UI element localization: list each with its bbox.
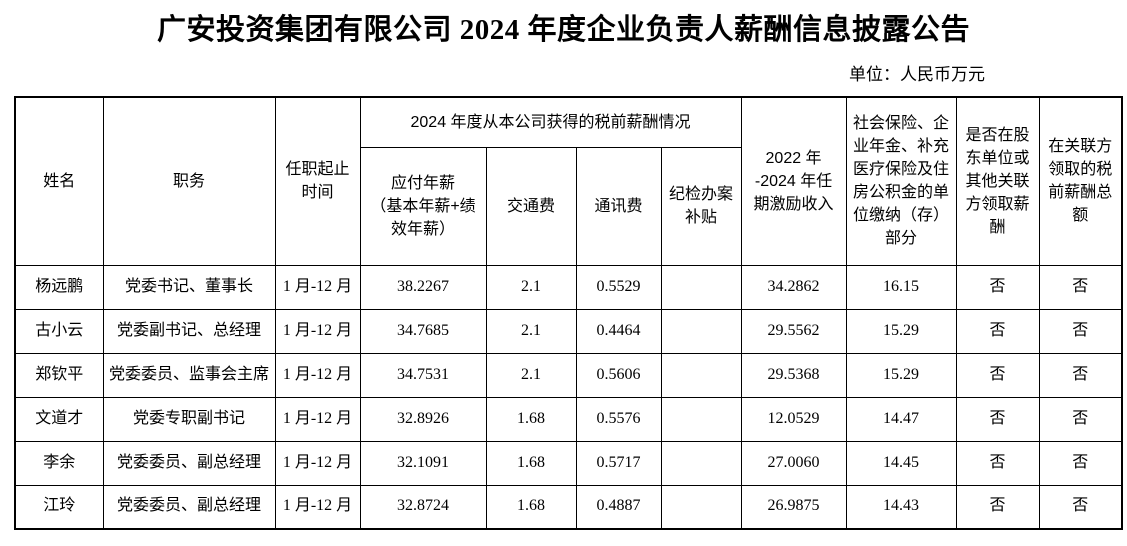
table-row: 文道才 党委专职副书记 1 月-12 月 32.8926 1.68 0.5576…	[14, 396, 1123, 442]
cell-incentive: 27.0060	[740, 440, 847, 486]
cell-discipline	[660, 484, 742, 530]
cell-insurance: 16.15	[845, 264, 957, 310]
cell-related-total: 否	[1038, 308, 1123, 354]
cell-related-total: 否	[1038, 396, 1123, 442]
cell-tenure: 1 月-12 月	[274, 264, 361, 310]
table-row: 郑钦平 党委委员、监事会主席 1 月-12 月 34.7531 2.1 0.56…	[14, 352, 1123, 398]
cell-insurance: 14.45	[845, 440, 957, 486]
cell-incentive: 29.5368	[740, 352, 847, 398]
cell-tenure: 1 月-12 月	[274, 352, 361, 398]
cell-communication: 0.5576	[575, 396, 662, 442]
cell-other-pay: 否	[955, 264, 1040, 310]
page-title: 广安投资集团有限公司 2024 年度企业负责人薪酬信息披露公告	[156, 14, 970, 46]
cell-related-total: 否	[1038, 264, 1123, 310]
cell-related-total: 否	[1038, 352, 1123, 398]
cell-annual-salary: 32.8724	[359, 484, 487, 530]
col-header-pretax-group: 2024 年度从本公司获得的税前薪酬情况	[359, 96, 742, 148]
col-header-communication: 通讯费	[575, 146, 662, 266]
cell-transport: 1.68	[485, 396, 577, 442]
cell-annual-salary: 38.2267	[359, 264, 487, 310]
cell-transport: 2.1	[485, 264, 577, 310]
cell-incentive: 12.0529	[740, 396, 847, 442]
cell-tenure: 1 月-12 月	[274, 484, 361, 530]
cell-annual-salary: 34.7685	[359, 308, 487, 354]
unit-label: 单位：人民币万元	[849, 65, 985, 84]
cell-position: 党委委员、副总经理	[102, 440, 276, 486]
cell-discipline	[660, 440, 742, 486]
table-row: 古小云 党委副书记、总经理 1 月-12 月 34.7685 2.1 0.446…	[14, 308, 1123, 354]
cell-tenure: 1 月-12 月	[274, 440, 361, 486]
cell-insurance: 14.43	[845, 484, 957, 530]
cell-insurance: 15.29	[845, 308, 957, 354]
cell-name: 古小云	[14, 308, 104, 354]
cell-transport: 1.68	[485, 440, 577, 486]
cell-position: 党委书记、董事长	[102, 264, 276, 310]
cell-position: 党委副书记、总经理	[102, 308, 276, 354]
cell-annual-salary: 32.8926	[359, 396, 487, 442]
cell-position: 党委专职副书记	[102, 396, 276, 442]
col-header-related-total: 在关联方 领取的税 前薪酬总 额	[1038, 96, 1123, 266]
cell-communication: 0.5717	[575, 440, 662, 486]
col-header-discipline: 纪检办案 补贴	[660, 146, 742, 266]
cell-tenure: 1 月-12 月	[274, 396, 361, 442]
cell-insurance: 14.47	[845, 396, 957, 442]
col-header-transport: 交通费	[485, 146, 577, 266]
cell-name: 杨远鹏	[14, 264, 104, 310]
cell-discipline	[660, 396, 742, 442]
cell-name: 郑钦平	[14, 352, 104, 398]
table-row: 江玲 党委委员、副总经理 1 月-12 月 32.8724 1.68 0.488…	[14, 484, 1123, 530]
cell-name: 文道才	[14, 396, 104, 442]
cell-discipline	[660, 352, 742, 398]
cell-discipline	[660, 264, 742, 310]
salary-disclosure-table: 姓名 职务 任职起止 时间 2024 年度从本公司获得的税前薪酬情况 2022 …	[14, 96, 1124, 530]
cell-insurance: 15.29	[845, 352, 957, 398]
col-header-incentive: 2022 年 -2024 年任 期激励收入	[740, 96, 847, 266]
cell-other-pay: 否	[955, 396, 1040, 442]
cell-transport: 1.68	[485, 484, 577, 530]
cell-name: 江玲	[14, 484, 104, 530]
col-header-annual-salary: 应付年薪 （基本年薪+绩 效年薪）	[359, 146, 487, 266]
cell-tenure: 1 月-12 月	[274, 308, 361, 354]
col-header-position: 职务	[102, 96, 276, 266]
cell-other-pay: 否	[955, 308, 1040, 354]
col-header-insurance: 社会保险、企 业年金、补充 医疗保险及住 房公积金的单 位缴纳（存） 部分	[845, 96, 957, 266]
cell-incentive: 26.9875	[740, 484, 847, 530]
col-header-name: 姓名	[14, 96, 104, 266]
cell-transport: 2.1	[485, 352, 577, 398]
cell-communication: 0.4887	[575, 484, 662, 530]
cell-annual-salary: 34.7531	[359, 352, 487, 398]
cell-position: 党委委员、副总经理	[102, 484, 276, 530]
cell-communication: 0.4464	[575, 308, 662, 354]
cell-incentive: 29.5562	[740, 308, 847, 354]
col-header-other-pay: 是否在股 东单位或 其他关联 方领取薪 酬	[955, 96, 1040, 266]
cell-name: 李余	[14, 440, 104, 486]
cell-discipline	[660, 308, 742, 354]
col-header-tenure: 任职起止 时间	[274, 96, 361, 266]
cell-annual-salary: 32.1091	[359, 440, 487, 486]
cell-communication: 0.5529	[575, 264, 662, 310]
cell-incentive: 34.2862	[740, 264, 847, 310]
cell-position: 党委委员、监事会主席	[102, 352, 276, 398]
cell-other-pay: 否	[955, 352, 1040, 398]
table-row: 李余 党委委员、副总经理 1 月-12 月 32.1091 1.68 0.571…	[14, 440, 1123, 486]
cell-other-pay: 否	[955, 484, 1040, 530]
cell-related-total: 否	[1038, 440, 1123, 486]
cell-related-total: 否	[1038, 484, 1123, 530]
cell-other-pay: 否	[955, 440, 1040, 486]
cell-communication: 0.5606	[575, 352, 662, 398]
cell-transport: 2.1	[485, 308, 577, 354]
table-row: 杨远鹏 党委书记、董事长 1 月-12 月 38.2267 2.1 0.5529…	[14, 264, 1123, 310]
